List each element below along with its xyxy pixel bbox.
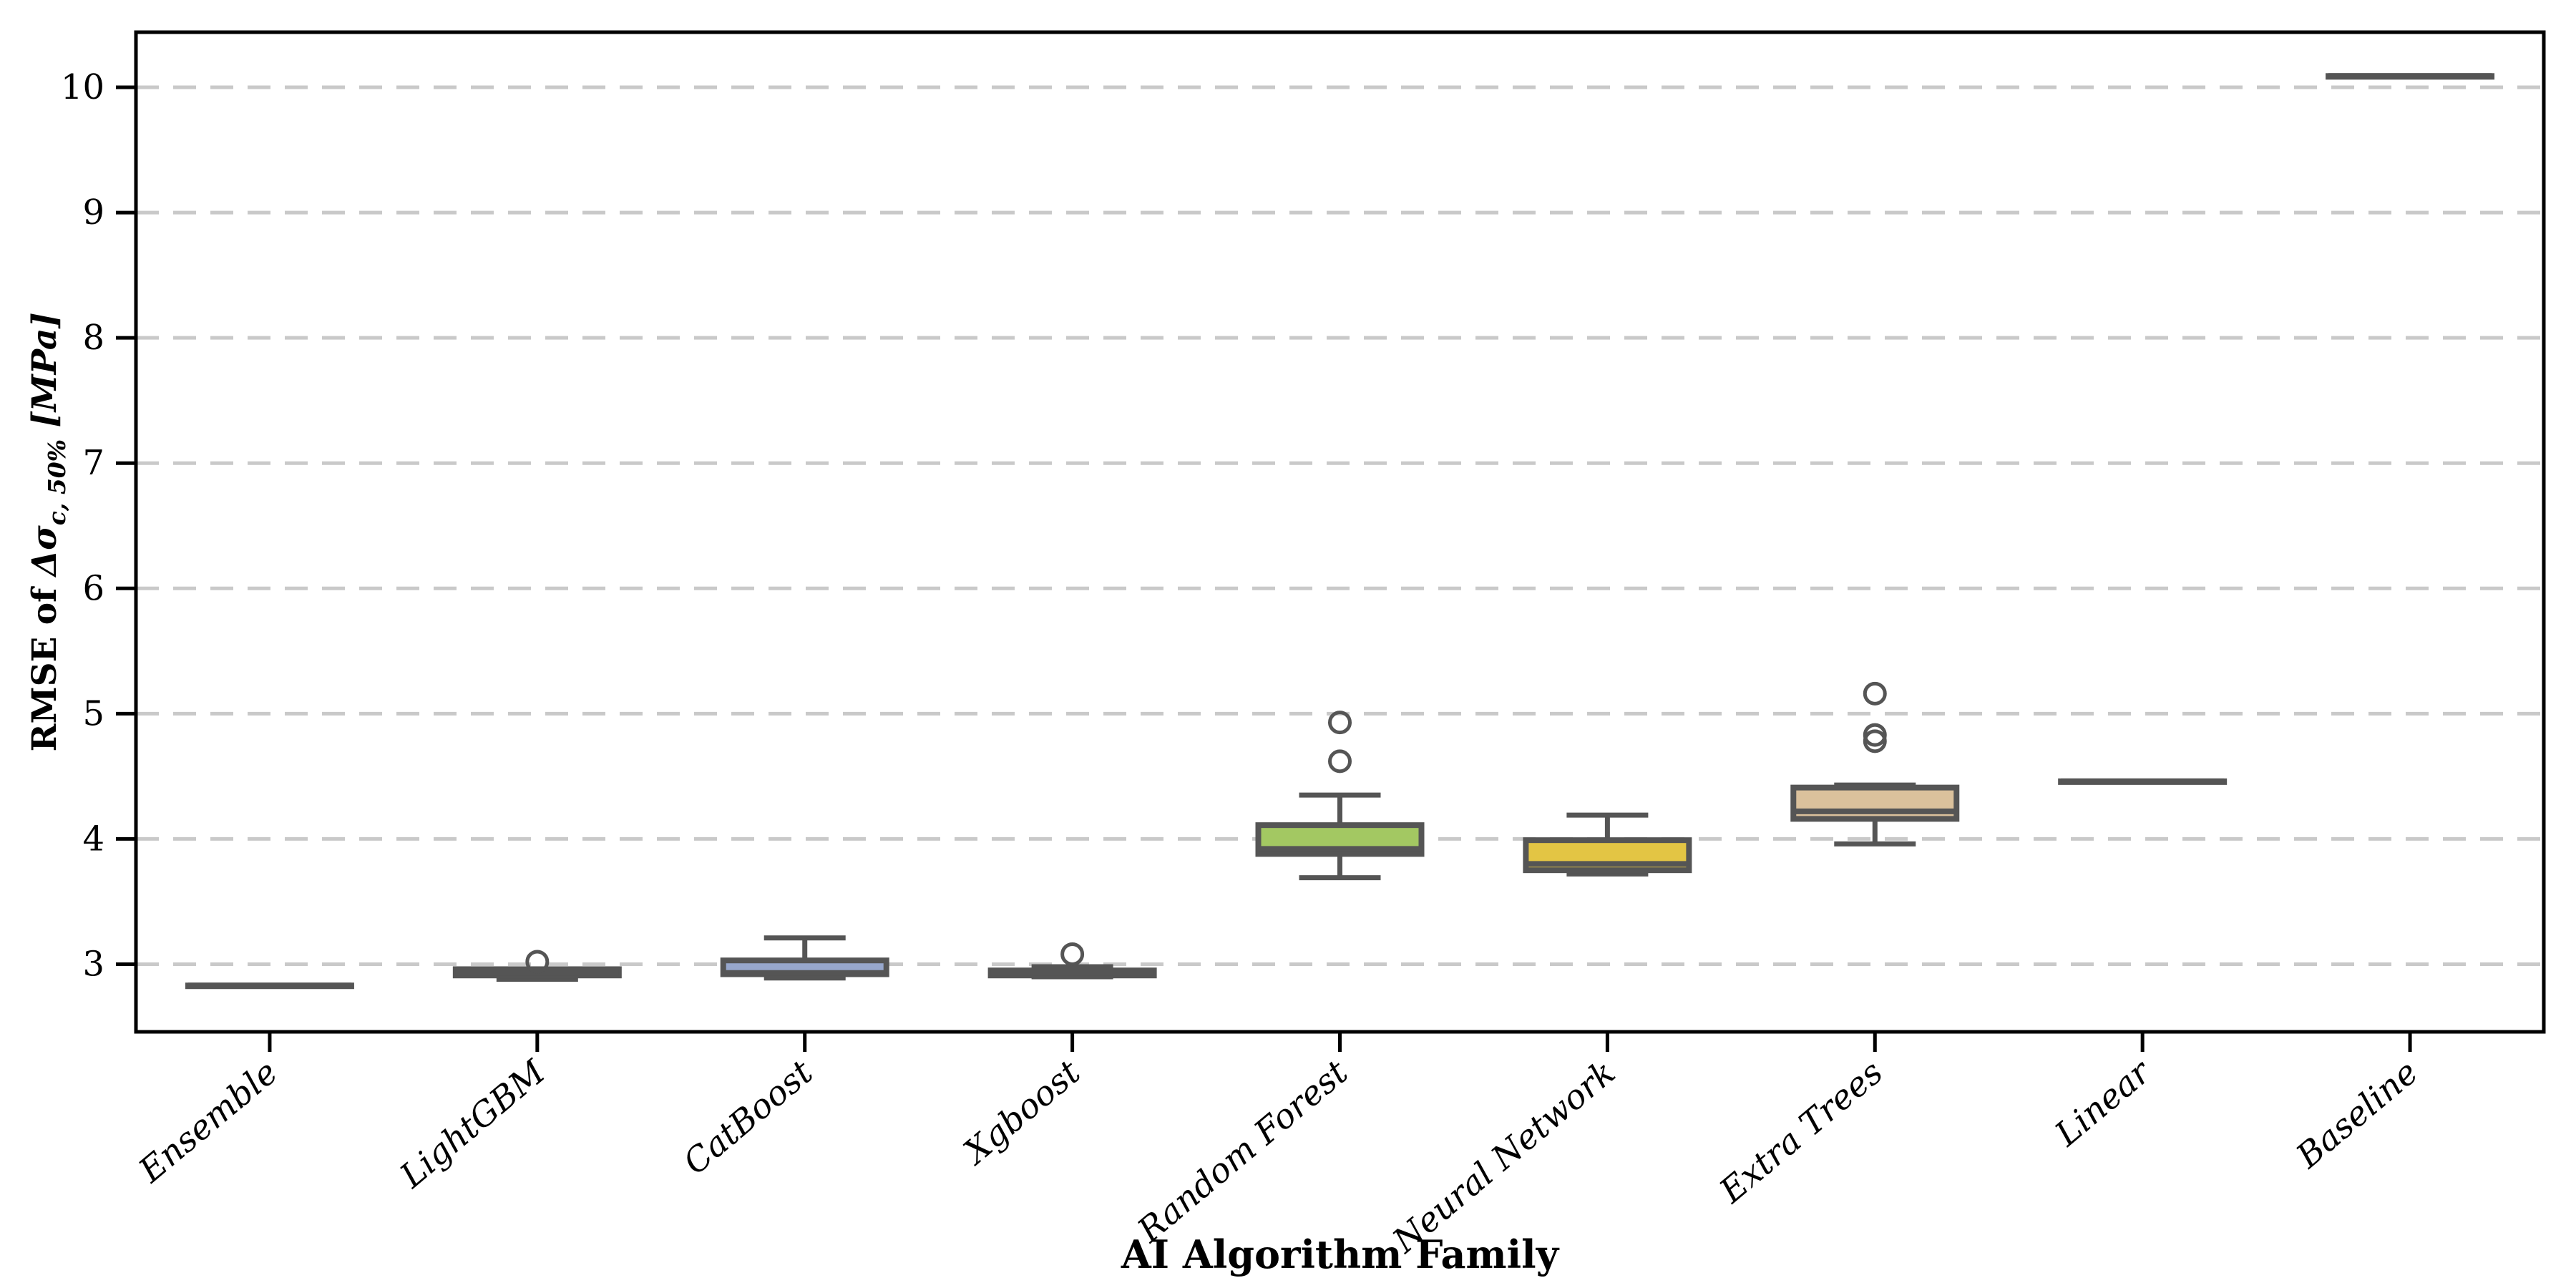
box-group-lightgbm <box>452 950 622 982</box>
y-axis-title: RMSE of Δσc, 50% [MPa] <box>25 312 71 751</box>
x-axis-title: AI Algorithm Family <box>1121 1231 1560 1277</box>
box-group-baseline <box>2326 73 2495 80</box>
outlier-marker-extra-trees-1 <box>1863 723 1887 747</box>
y-tick-label-7: 7 <box>82 443 104 483</box>
outlier-marker-xgboost-0 <box>1060 942 1085 966</box>
box-group-extra-trees <box>1790 681 1960 847</box>
outlier-marker-extra-trees-2 <box>1863 681 1887 706</box>
box-group-ensemble <box>185 982 354 990</box>
y-tick-label-4: 4 <box>82 819 104 859</box>
plot-frame <box>134 30 2546 1034</box>
y-tick-label-9: 9 <box>82 192 104 233</box>
y-tick-label-6: 6 <box>82 568 104 608</box>
box-group-linear <box>2058 778 2228 785</box>
box-group-catboost <box>720 935 889 981</box>
y-tick-label-8: 8 <box>82 318 104 358</box>
outlier-marker-random-forest-1 <box>1328 711 1352 735</box>
box-group-xgboost <box>987 942 1157 980</box>
outlier-marker-lightgbm-0 <box>525 950 550 974</box>
box-group-neural-network <box>1523 812 1692 877</box>
y-tick-label-3: 3 <box>82 944 104 984</box>
outlier-marker-random-forest-0 <box>1328 749 1352 774</box>
box-group-random-forest <box>1255 711 1425 881</box>
y-tick-label-10: 10 <box>61 67 104 107</box>
outlier-marker-extra-trees-0 <box>1863 729 1887 753</box>
y-tick-label-5: 5 <box>82 693 104 733</box>
